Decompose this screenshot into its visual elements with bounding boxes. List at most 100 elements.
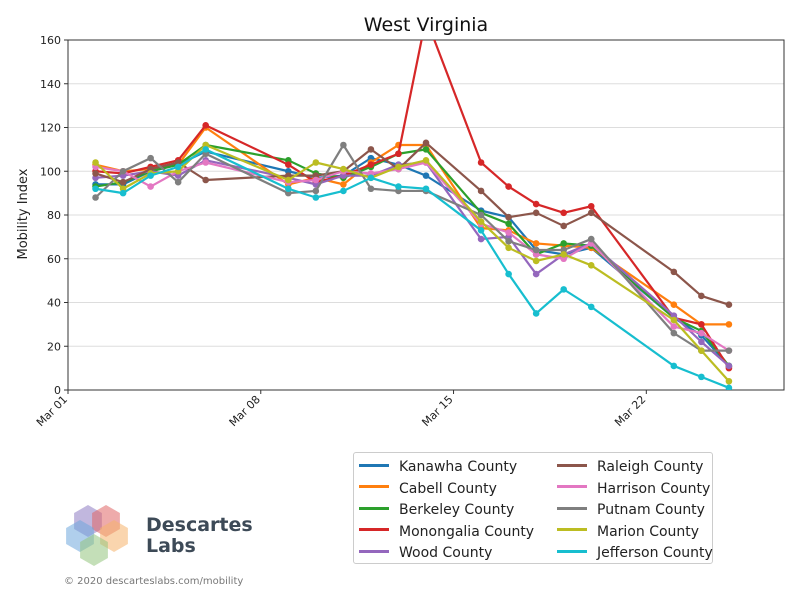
legend-item: Berkeley County — [359, 502, 514, 518]
legend-item: Jefferson County — [557, 545, 713, 561]
data-point — [670, 329, 678, 337]
axes: 0 20 40 60 80 100 120 140 160 Mar 01 Mar 08 Mar 15 M… — [34, 34, 785, 429]
y-tick-label-160: 160 — [40, 34, 61, 47]
data-point — [92, 159, 99, 166]
data-point — [367, 146, 375, 153]
data-point — [477, 235, 485, 243]
legend-item: Monongalia County — [359, 524, 534, 540]
data-point — [587, 202, 595, 210]
data-point — [698, 338, 705, 346]
data-point — [147, 183, 154, 190]
y-tick-label-0: 0 — [54, 384, 61, 397]
data-point — [395, 150, 402, 158]
data-point — [725, 362, 733, 370]
y-tick-label-20: 20 — [47, 340, 61, 353]
data-point — [505, 213, 512, 221]
data-point — [477, 218, 485, 225]
data-point — [119, 189, 127, 197]
data-point — [505, 183, 512, 190]
legend-swatch — [557, 485, 587, 488]
data-point — [422, 185, 430, 193]
data-point — [340, 165, 347, 173]
legend-item: Cabell County — [359, 481, 497, 497]
series-7 — [92, 141, 733, 354]
legend-item: Raleigh County — [557, 459, 703, 475]
legend-swatch — [557, 549, 587, 553]
data-point — [532, 200, 540, 208]
legend-label: Jefferson County — [597, 545, 713, 561]
legend-label: Monongalia County — [399, 523, 535, 540]
data-point — [92, 194, 99, 201]
legend-label: Putnam County — [597, 502, 705, 518]
data-point — [725, 321, 733, 328]
data-point — [725, 377, 733, 385]
series-line-3 — [95, 40, 730, 369]
data-point — [477, 211, 485, 219]
data-point — [340, 141, 347, 149]
plot-frame — [67, 39, 785, 391]
data-point — [174, 163, 182, 171]
data-point — [395, 183, 402, 190]
brand-name-line1: Descartes — [146, 514, 253, 536]
legend-label: Cabell County — [399, 480, 497, 497]
data-point — [505, 244, 512, 252]
copyright-footer: © 2020 descarteslabs.com/mobility — [64, 576, 244, 587]
series-8 — [92, 141, 733, 385]
data-point — [532, 270, 540, 278]
data-point — [560, 286, 567, 293]
legend-item: Harrison County — [557, 481, 710, 497]
data-point — [532, 257, 540, 265]
y-tick-label-40: 40 — [47, 297, 61, 310]
data-point — [395, 163, 402, 171]
hexagon-logo-icon — [66, 505, 128, 566]
x-tick-label: Mar 15 — [419, 393, 455, 429]
legend-label: Kanawha County — [399, 459, 518, 475]
data-point — [725, 384, 733, 390]
legend-label: Harrison County — [597, 480, 711, 497]
data-point — [587, 235, 595, 243]
legend-item: Putnam County — [557, 502, 705, 518]
chart-title: West Virginia — [364, 14, 488, 36]
legend-swatch — [557, 463, 587, 467]
data-point — [285, 185, 292, 193]
data-point — [477, 227, 485, 234]
legend-label: Wood County — [399, 545, 493, 561]
data-point — [505, 237, 512, 245]
y-tick-label-60: 60 — [47, 253, 61, 266]
data-point — [698, 329, 705, 337]
data-point — [532, 310, 540, 317]
data-point — [312, 187, 320, 195]
legend-label: Berkeley County — [399, 502, 515, 518]
data-point — [285, 161, 292, 168]
data-point — [587, 303, 595, 311]
y-tick-label-80: 80 — [47, 209, 61, 222]
data-point — [725, 347, 733, 354]
legend-item: Kanawha County — [359, 459, 517, 475]
data-point — [422, 146, 430, 153]
data-point — [670, 362, 678, 370]
data-point — [367, 174, 375, 182]
data-point — [367, 161, 375, 168]
series-4 — [92, 157, 733, 370]
data-point — [422, 157, 430, 164]
legend-swatch — [359, 485, 389, 488]
brand-name: Descartes Labs — [146, 515, 253, 557]
data-point — [422, 172, 430, 179]
legend-swatch — [359, 506, 389, 510]
data-point — [587, 209, 595, 217]
data-point — [202, 159, 209, 166]
legend-label: Marion County — [597, 523, 700, 540]
data-point — [119, 178, 127, 186]
data-point — [725, 301, 733, 308]
legend-swatch — [557, 506, 587, 510]
data-point — [560, 240, 567, 247]
x-tick-label: Mar 08 — [227, 393, 263, 429]
grid-lines — [68, 39, 784, 391]
x-tick-label: Mar 01 — [34, 393, 70, 429]
legend-swatch — [359, 528, 389, 531]
data-point — [92, 170, 99, 177]
data-point — [560, 222, 567, 230]
series-line-7 — [94, 143, 729, 352]
data-point — [340, 187, 347, 195]
y-tick-label-140: 140 — [40, 78, 61, 91]
